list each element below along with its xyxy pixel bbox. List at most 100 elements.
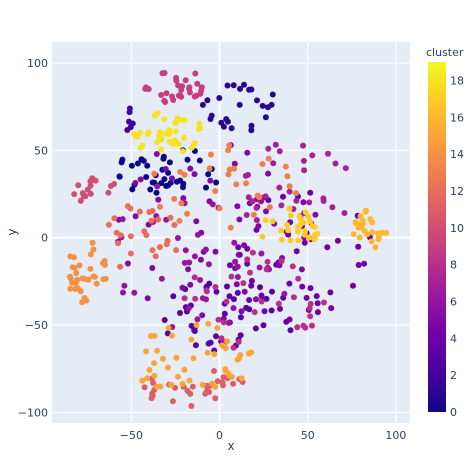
data-point [196,120,203,127]
data-point [256,264,263,271]
data-point [192,70,199,77]
colorbar-tick-label: 2 [450,369,457,382]
data-point [263,266,270,273]
data-point [328,305,335,312]
data-point [126,109,133,116]
data-point [303,294,310,301]
data-point [307,189,314,196]
data-point [259,161,266,167]
data-point [221,310,228,317]
colorbar-tick-label: 18 [450,74,464,87]
data-point [93,280,100,287]
data-point [324,244,331,251]
data-point [248,122,255,129]
data-point [356,234,363,241]
data-point [205,320,212,327]
data-point [107,183,114,189]
data-point [145,129,152,136]
data-point [258,298,265,305]
data-point [173,247,180,254]
data-point [244,260,251,267]
data-point [164,237,171,244]
data-point [139,142,146,149]
data-point [226,293,233,300]
data-point [350,231,357,238]
data-point [230,305,237,312]
data-point [313,293,320,300]
data-point [170,97,177,103]
data-point [89,239,96,246]
x-axis-label: x [227,439,234,453]
data-point [355,243,362,250]
data-point [179,284,186,291]
data-point [241,81,247,88]
data-point [235,338,242,345]
data-point [140,157,147,164]
data-point [69,264,76,271]
data-point [214,324,221,331]
data-point [119,216,126,223]
data-point [161,97,168,104]
data-point [311,223,318,230]
data-point [218,335,225,342]
data-point [300,142,306,149]
data-point [134,160,141,167]
data-point [223,298,230,305]
data-point [290,294,297,301]
data-point [154,183,161,190]
data-point [234,356,241,363]
data-point [172,128,179,135]
data-point [286,188,293,195]
data-point [294,324,301,331]
data-point [181,171,188,178]
data-point [241,288,248,295]
data-point [334,237,341,244]
colorbar-tick-label: 4 [450,332,457,345]
data-point [154,347,161,354]
data-point [174,115,181,122]
data-point [163,183,170,189]
data-point [246,297,253,303]
data-point [262,193,269,200]
data-point [128,162,135,169]
data-point [132,213,139,220]
data-point [193,218,200,225]
data-point [262,217,269,224]
data-point [141,384,148,391]
data-point [120,289,126,296]
data-point [235,251,242,258]
data-point [186,84,193,91]
data-point [238,308,245,315]
y-tick-label: 100 [27,57,48,70]
data-point [258,250,265,257]
data-point [236,101,243,108]
data-point [197,90,204,97]
data-point [206,165,213,172]
data-point [216,95,223,101]
data-point [269,218,276,225]
data-point [144,375,151,382]
data-point [191,253,198,260]
data-point [167,214,174,221]
data-point [369,229,376,236]
data-point [278,227,284,234]
data-point [167,179,174,186]
y-tick-label: −100 [18,407,48,420]
data-point [67,253,74,260]
data-point [127,250,134,257]
data-point [205,261,212,268]
data-point [278,236,285,243]
data-point [269,91,276,98]
data-point [355,224,362,231]
data-point [157,146,164,153]
data-point [259,102,266,109]
data-point [261,308,268,315]
data-point [266,204,273,211]
data-point [295,237,302,244]
data-point [202,246,209,253]
data-point [177,168,184,175]
data-point [182,77,189,84]
data-point [212,248,219,255]
data-point [161,317,168,323]
data-point [245,171,251,178]
